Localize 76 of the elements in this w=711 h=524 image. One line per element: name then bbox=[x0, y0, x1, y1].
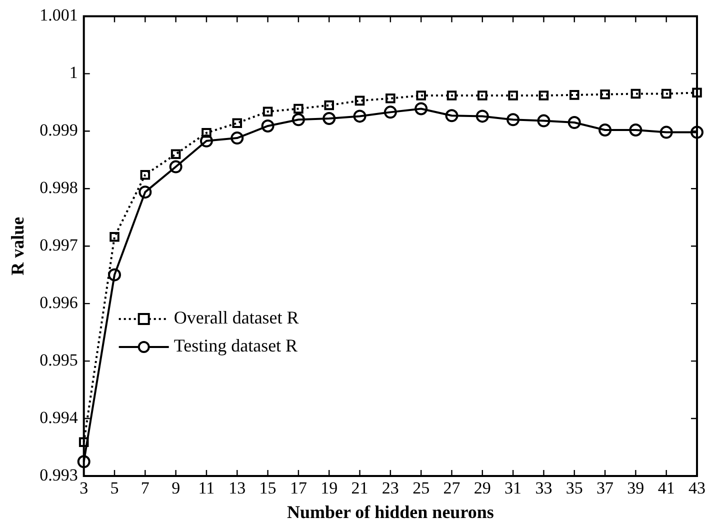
point bbox=[386, 94, 396, 104]
point bbox=[600, 89, 610, 100]
point bbox=[568, 116, 581, 130]
point bbox=[110, 232, 120, 242]
point bbox=[294, 104, 304, 114]
point bbox=[598, 124, 612, 136]
x-tick-label: 39 bbox=[627, 478, 644, 498]
x-tick-label: 7 bbox=[140, 478, 150, 498]
y-tick-label: 0.995 bbox=[40, 350, 78, 370]
legend-label: Testing dataset R bbox=[174, 336, 298, 356]
x-tick-label: 35 bbox=[566, 478, 583, 498]
point bbox=[322, 112, 336, 126]
x-tick-label: 29 bbox=[474, 478, 491, 498]
y-tick-label: 0.996 bbox=[40, 293, 78, 312]
x-tick-label: 31 bbox=[504, 478, 522, 498]
x-tick-label: 43 bbox=[688, 478, 706, 498]
point bbox=[630, 88, 641, 99]
point bbox=[508, 90, 518, 100]
y-tick-label: 1.001 bbox=[40, 6, 78, 25]
y-tick-label: 0.997 bbox=[40, 236, 78, 255]
point bbox=[416, 90, 426, 100]
y-axis-title: R value bbox=[7, 216, 28, 276]
point bbox=[202, 128, 212, 138]
x-axis-title: Number of hidden neurons bbox=[286, 502, 494, 522]
point bbox=[506, 113, 520, 126]
point bbox=[537, 114, 550, 128]
point bbox=[353, 110, 366, 123]
point bbox=[629, 124, 642, 136]
point bbox=[169, 160, 182, 174]
y-tick-label: 0.993 bbox=[40, 465, 78, 484]
point bbox=[446, 90, 457, 100]
point bbox=[478, 90, 488, 100]
point bbox=[661, 88, 672, 99]
point bbox=[108, 268, 122, 282]
point bbox=[324, 100, 334, 110]
point bbox=[200, 134, 213, 148]
x-tick-label: 11 bbox=[198, 478, 215, 498]
point bbox=[476, 110, 489, 123]
point bbox=[538, 90, 549, 100]
x-tick-label: 41 bbox=[658, 478, 675, 498]
x-tick-label: 25 bbox=[412, 478, 430, 498]
x-tick-label: 9 bbox=[172, 478, 180, 498]
x-tick-label: 21 bbox=[351, 478, 368, 498]
x-tick-label: 3 bbox=[80, 478, 88, 498]
point bbox=[140, 170, 150, 180]
x-tick-label: 37 bbox=[596, 478, 614, 498]
x-tick-label: 15 bbox=[259, 478, 276, 498]
point bbox=[262, 106, 273, 116]
point bbox=[414, 102, 428, 116]
point bbox=[445, 109, 458, 122]
point bbox=[230, 132, 244, 145]
point bbox=[261, 119, 274, 132]
point bbox=[78, 437, 89, 447]
point bbox=[354, 96, 365, 106]
x-tick-label: 13 bbox=[228, 478, 246, 498]
point bbox=[292, 113, 305, 126]
y-tick-label: 0.998 bbox=[40, 178, 78, 198]
point bbox=[77, 455, 90, 468]
point bbox=[692, 88, 702, 98]
point bbox=[232, 118, 242, 128]
point bbox=[569, 90, 580, 100]
point bbox=[690, 126, 704, 139]
x-tick-label: 5 bbox=[110, 478, 119, 498]
x-tick-label: 19 bbox=[320, 478, 338, 498]
legend-label: Overall dataset R bbox=[174, 308, 299, 328]
point bbox=[170, 149, 181, 160]
point bbox=[660, 126, 673, 139]
x-tick-label: 23 bbox=[382, 478, 399, 498]
x-tick-label: 33 bbox=[535, 478, 552, 498]
y-tick-label: 0.999 bbox=[40, 120, 78, 140]
point bbox=[138, 186, 152, 199]
y-tick-label: 1 bbox=[69, 63, 78, 82]
point bbox=[384, 106, 397, 119]
x-tick-label: 17 bbox=[290, 478, 308, 498]
y-tick-label: 0.994 bbox=[40, 408, 78, 427]
x-tick-label: 27 bbox=[443, 478, 461, 498]
